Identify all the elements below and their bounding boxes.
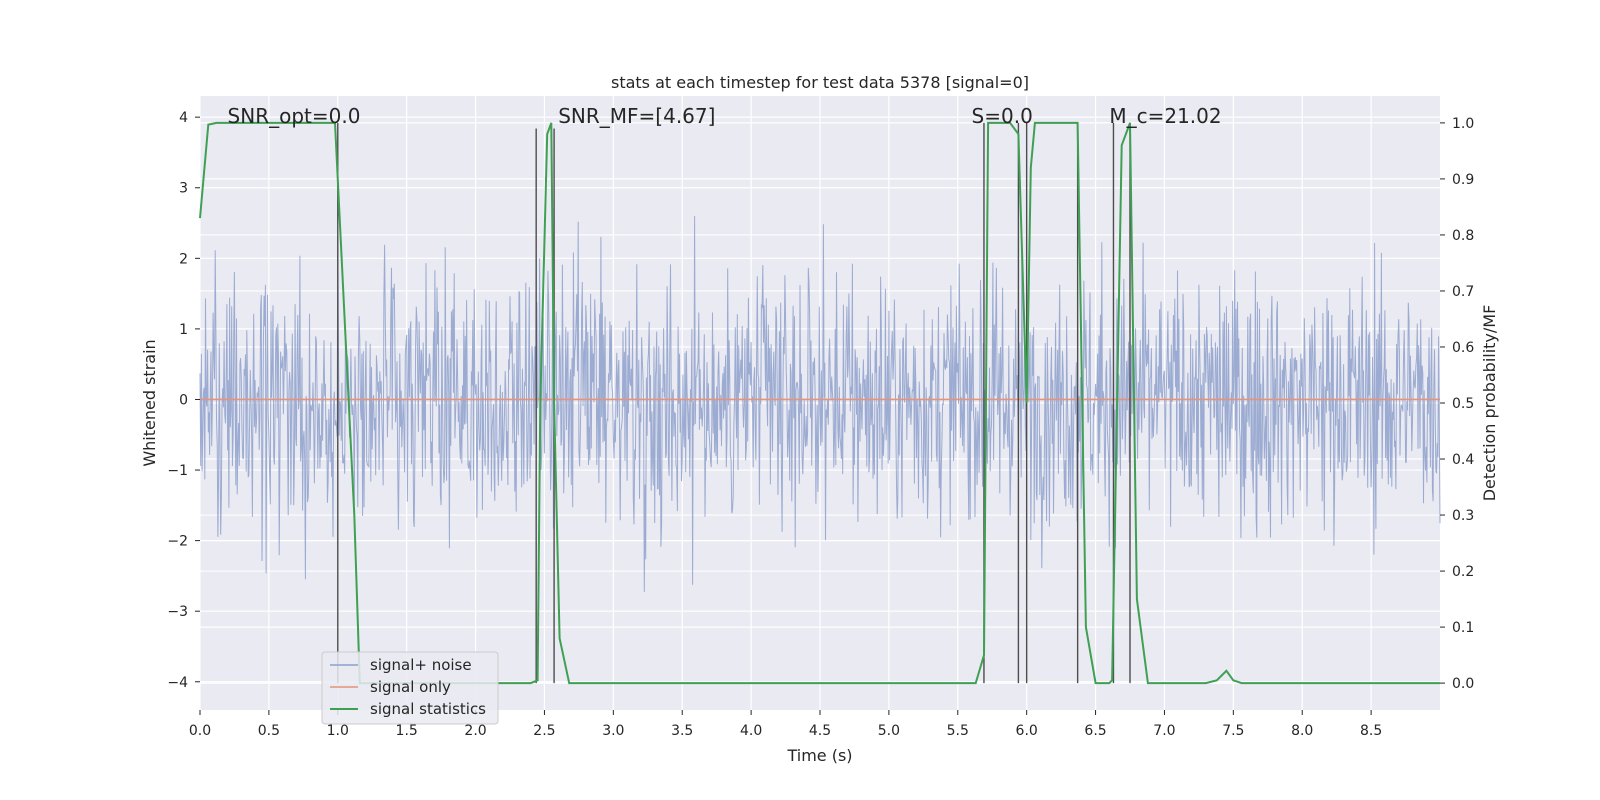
x-tick-label: 5.0 bbox=[878, 723, 900, 739]
x-tick-label: 6.0 bbox=[1016, 723, 1038, 739]
x-tick-label: 2.5 bbox=[533, 723, 555, 739]
annotation-0: SNR_opt=0.0 bbox=[228, 104, 361, 128]
x-axis-label: Time (s) bbox=[786, 746, 852, 765]
y-tick-label: 2 bbox=[179, 251, 188, 267]
y2-tick-label: 0.5 bbox=[1452, 396, 1474, 412]
y2-tick-label: 0.2 bbox=[1452, 564, 1474, 580]
grid-y2 bbox=[200, 122, 1440, 684]
y2-tick-label: 0.0 bbox=[1452, 676, 1474, 692]
x-tick-label: 0.5 bbox=[258, 723, 280, 739]
y2-tick-label: 1.0 bbox=[1452, 116, 1474, 132]
y2-tick-label: 0.6 bbox=[1452, 340, 1474, 356]
y-tick-label: −4 bbox=[167, 675, 188, 691]
y2-tick-label: 0.1 bbox=[1452, 620, 1474, 636]
series-signal-noise bbox=[199, 215, 1441, 592]
x-tick-label: 7.0 bbox=[1153, 723, 1175, 739]
x-tick-label: 7.5 bbox=[1222, 723, 1244, 739]
legend-box bbox=[321, 651, 499, 725]
y2-tick-label: 0.9 bbox=[1452, 172, 1474, 188]
y2-tick-label: 0.3 bbox=[1452, 508, 1474, 524]
y2-tick-labels: 1.0 0.9 0.8 0.7 0.6 0.5 0.4 0.3 0.2 0.1 0.0 bbox=[1440, 116, 1474, 692]
vertical-lines bbox=[337, 122, 1131, 684]
x-tick-label: 1.0 bbox=[327, 723, 349, 739]
legend-label-series-signal-statistics: signal statistics bbox=[370, 700, 486, 718]
y-tick-label: −1 bbox=[167, 463, 188, 479]
legend-label-series-signal-noise: signal+ noise bbox=[370, 656, 472, 674]
x-tick-label: 2.0 bbox=[464, 723, 486, 739]
x-tick-label: 6.5 bbox=[1084, 723, 1106, 739]
annotation-3: M_c=21.02 bbox=[1109, 104, 1221, 128]
x-tick-label: 8.5 bbox=[1360, 723, 1382, 739]
x-tick-label: 8.0 bbox=[1291, 723, 1313, 739]
y-tick-labels: 4 3 2 1 0 −1 −2 −3 −4 bbox=[167, 110, 200, 691]
x-tick-label: 3.0 bbox=[602, 723, 624, 739]
x-tick-labels: 0.0 0.5 1.0 1.5 2.0 2.5 3.0 3.5 4.0 4.5 5.0 5.5 6.0 6… bbox=[189, 710, 1382, 739]
annotation-1: SNR_MF=[4.67] bbox=[558, 104, 715, 128]
x-tick-label: 0.0 bbox=[189, 723, 211, 739]
annotations: SNR_opt=0.0 SNR_MF=[4.67] S=0.0 M_c=21.02 bbox=[228, 104, 1222, 128]
y2-tick-label: 0.4 bbox=[1452, 452, 1474, 468]
legend-label-series-signal-only: signal only bbox=[370, 678, 451, 696]
y-tick-label: 3 bbox=[179, 181, 188, 197]
annotation-2: S=0.0 bbox=[972, 104, 1033, 128]
y2-axis-label: Detection probability/MF bbox=[1480, 305, 1499, 502]
series-signal-statistics bbox=[199, 121, 1440, 685]
y-tick-label: −2 bbox=[167, 534, 188, 550]
chart-title: stats at each timestep for test data 537… bbox=[611, 73, 1029, 92]
y-tick-label: 1 bbox=[179, 322, 188, 338]
y2-tick-label: 0.8 bbox=[1452, 228, 1474, 244]
y-tick-label: −3 bbox=[167, 604, 188, 620]
x-tick-label: 5.5 bbox=[947, 723, 969, 739]
y2-tick-label: 0.7 bbox=[1452, 284, 1474, 300]
x-tick-label: 1.5 bbox=[396, 723, 418, 739]
x-tick-label: 4.0 bbox=[740, 723, 762, 739]
y-tick-label: 0 bbox=[179, 392, 188, 408]
y-tick-label: 4 bbox=[179, 110, 188, 126]
x-tick-label: 3.5 bbox=[671, 723, 693, 739]
noise-line bbox=[199, 215, 1441, 592]
x-tick-label: 4.5 bbox=[809, 723, 831, 739]
y-axis-label: Whitened strain bbox=[140, 339, 159, 466]
legend: signal+ noise signal only signal statistic… bbox=[321, 651, 499, 725]
